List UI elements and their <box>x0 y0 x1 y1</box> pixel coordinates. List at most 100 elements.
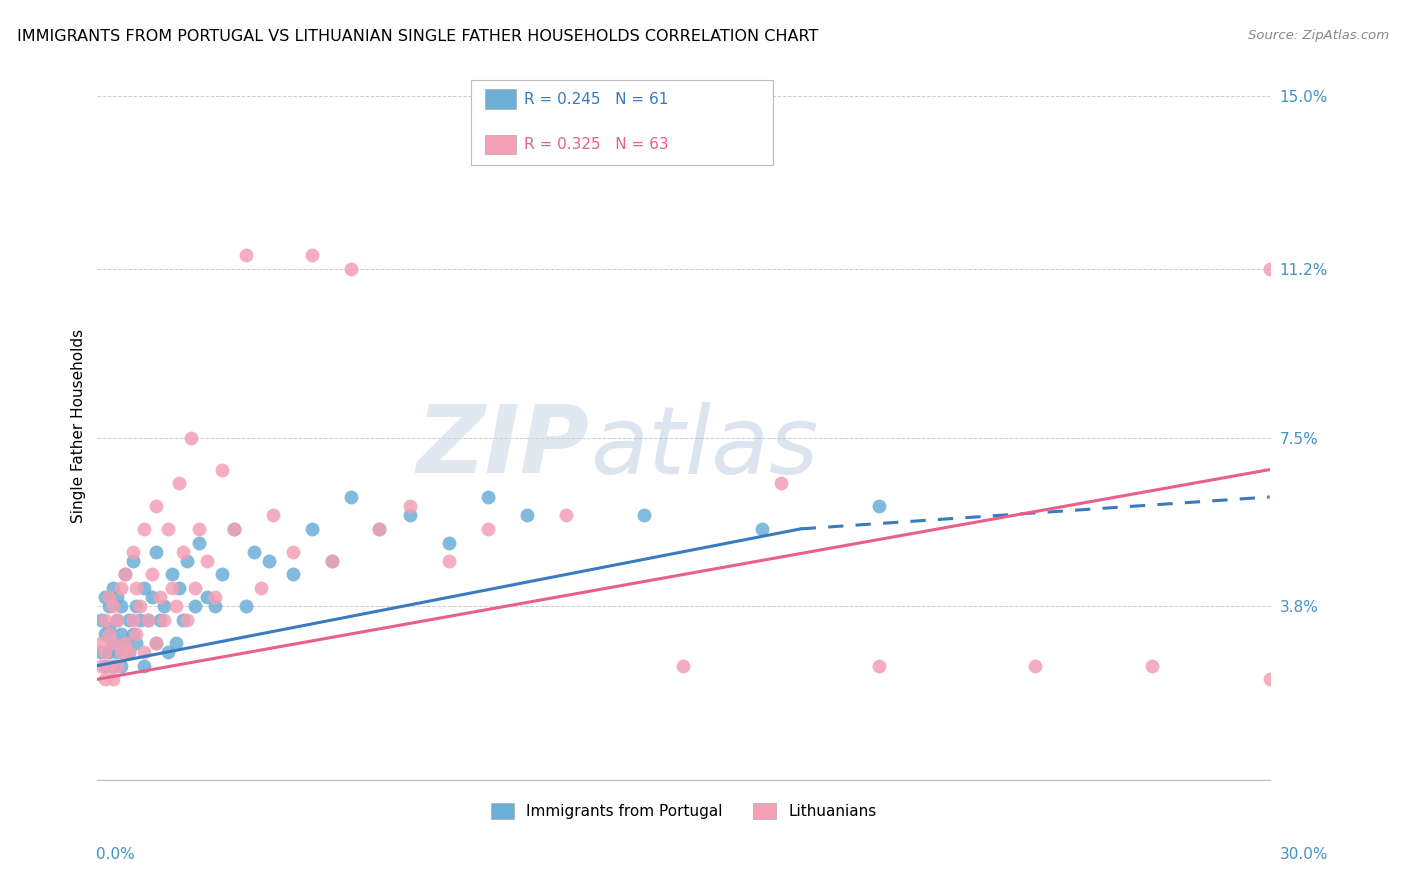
Point <box>121 554 143 568</box>
Point <box>117 613 139 627</box>
Point <box>1258 673 1281 687</box>
Point <box>110 599 132 614</box>
Point <box>90 613 112 627</box>
Point <box>156 645 179 659</box>
Point <box>1142 658 1164 673</box>
Point <box>868 499 890 513</box>
Point <box>101 599 124 614</box>
Point <box>367 522 389 536</box>
Point <box>90 636 112 650</box>
Point <box>868 658 890 673</box>
Point <box>90 658 112 673</box>
Point <box>141 567 163 582</box>
Point <box>160 567 183 582</box>
Point <box>149 591 172 605</box>
Point <box>176 613 198 627</box>
Point <box>149 613 172 627</box>
Point <box>172 544 194 558</box>
Point <box>156 522 179 536</box>
Point <box>94 613 117 627</box>
Point <box>117 645 139 659</box>
Point <box>195 554 218 568</box>
Point <box>301 522 323 536</box>
Point <box>211 567 233 582</box>
Point <box>204 591 226 605</box>
Point <box>94 645 117 659</box>
Point <box>134 522 156 536</box>
Point <box>340 490 363 504</box>
Point <box>516 508 538 523</box>
Point <box>242 544 264 558</box>
Point <box>101 581 124 595</box>
Point <box>367 522 389 536</box>
Point <box>187 522 209 536</box>
Point <box>145 636 167 650</box>
Point <box>672 658 695 673</box>
Point <box>340 262 363 277</box>
Point <box>176 554 198 568</box>
Point <box>172 613 194 627</box>
Point <box>145 636 167 650</box>
Point <box>110 626 132 640</box>
Point <box>101 673 124 687</box>
Point <box>90 645 112 659</box>
Point <box>437 535 460 549</box>
Point <box>1024 658 1046 673</box>
Point <box>180 431 202 445</box>
Point <box>125 581 148 595</box>
Point <box>98 599 121 614</box>
Point <box>114 567 136 582</box>
Point <box>105 645 128 659</box>
Point <box>129 613 152 627</box>
Text: R = 0.245   N = 61: R = 0.245 N = 61 <box>524 92 669 106</box>
Point <box>145 544 167 558</box>
Point <box>235 248 257 262</box>
Point <box>114 636 136 650</box>
Point <box>114 636 136 650</box>
Point <box>101 636 124 650</box>
Point <box>204 599 226 614</box>
Point <box>98 645 121 659</box>
Point <box>105 658 128 673</box>
Point <box>160 581 183 595</box>
Point <box>399 499 422 513</box>
Point <box>184 599 207 614</box>
Point <box>101 658 124 673</box>
Point <box>195 591 218 605</box>
Point <box>121 544 143 558</box>
Point <box>165 599 187 614</box>
Point <box>136 613 159 627</box>
Point <box>477 522 499 536</box>
Point <box>152 613 174 627</box>
Point <box>121 613 143 627</box>
Point <box>134 581 156 595</box>
Point <box>1258 262 1281 277</box>
Point <box>250 581 273 595</box>
Point <box>770 476 793 491</box>
Text: IMMIGRANTS FROM PORTUGAL VS LITHUANIAN SINGLE FATHER HOUSEHOLDS CORRELATION CHAR: IMMIGRANTS FROM PORTUGAL VS LITHUANIAN S… <box>17 29 818 44</box>
Point <box>94 626 117 640</box>
Point <box>101 636 124 650</box>
Point <box>145 499 167 513</box>
Y-axis label: Single Father Households: Single Father Households <box>72 329 86 524</box>
Point <box>98 591 121 605</box>
Point <box>399 508 422 523</box>
Point <box>321 554 343 568</box>
Point <box>136 613 159 627</box>
Point <box>211 462 233 476</box>
Point <box>437 554 460 568</box>
Point <box>105 613 128 627</box>
Text: Source: ZipAtlas.com: Source: ZipAtlas.com <box>1249 29 1389 42</box>
Point <box>184 581 207 595</box>
Point <box>633 508 655 523</box>
Point <box>477 490 499 504</box>
Point <box>224 522 246 536</box>
Point <box>114 567 136 582</box>
Point <box>110 645 132 659</box>
Point <box>98 626 121 640</box>
Point <box>94 658 117 673</box>
Point <box>105 613 128 627</box>
Point <box>141 591 163 605</box>
Point <box>301 248 323 262</box>
Point <box>259 554 281 568</box>
